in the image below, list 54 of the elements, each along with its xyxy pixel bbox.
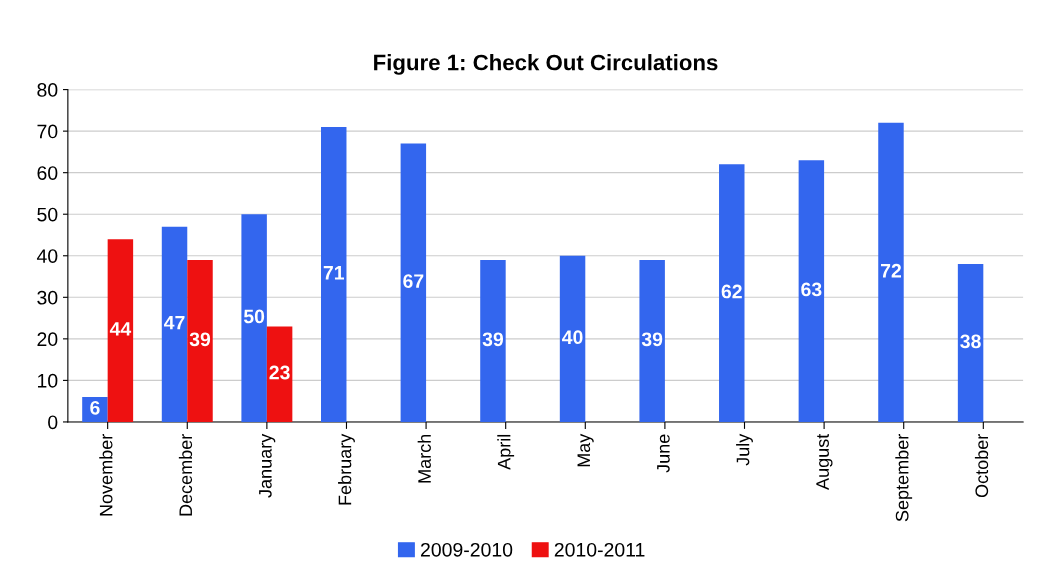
x-tick-label: December xyxy=(178,434,193,516)
bar xyxy=(559,255,586,422)
y-tick-label: 80 xyxy=(37,83,58,97)
x-tick-label: November xyxy=(99,434,113,516)
x-tick-label: February xyxy=(338,433,355,505)
y-tick-label: 40 xyxy=(36,249,58,263)
bar xyxy=(82,397,108,422)
bar xyxy=(480,259,506,422)
x-tick-label: August xyxy=(816,433,833,490)
data-label: 63 xyxy=(801,282,822,297)
bar xyxy=(241,214,267,422)
data-label: 38 xyxy=(960,334,981,349)
bar xyxy=(639,259,665,422)
y-tick-label: 60 xyxy=(37,166,58,180)
bar xyxy=(400,143,427,422)
x-tick-label: April xyxy=(497,434,515,470)
bar xyxy=(107,239,134,422)
data-label: 23 xyxy=(269,365,290,380)
bar xyxy=(161,226,188,422)
y-tick-label: 70 xyxy=(37,124,58,139)
data-label: 39 xyxy=(641,332,663,347)
y-tick-label: 10 xyxy=(37,373,58,388)
data-label: 67 xyxy=(403,274,424,288)
data-label: 39 xyxy=(482,332,504,347)
bar xyxy=(878,122,904,422)
y-tick-label: 0 xyxy=(48,415,58,430)
data-label: 40 xyxy=(562,330,583,345)
data-label: 39 xyxy=(189,332,211,347)
bar xyxy=(719,164,745,422)
x-tick-label: October xyxy=(974,434,989,498)
bar xyxy=(957,264,984,422)
bar xyxy=(266,326,293,422)
x-tick-label: June xyxy=(657,434,670,473)
data-label: 62 xyxy=(721,284,742,299)
data-label: 6 xyxy=(90,400,100,415)
y-tick-label: 20 xyxy=(37,332,58,347)
y-tick-label: 30 xyxy=(37,290,58,305)
x-tick-label: May xyxy=(577,433,594,467)
data-label: 50 xyxy=(243,309,265,324)
chart-title: Figure 1: Check Out Circulations xyxy=(374,54,718,75)
data-label: 47 xyxy=(164,315,185,330)
y-tick-label: 50 xyxy=(37,207,58,222)
x-tick-label: January xyxy=(259,433,276,498)
x-tick-label: March xyxy=(417,434,431,483)
data-label: 71 xyxy=(323,266,345,280)
data-label: 72 xyxy=(881,263,902,278)
bar xyxy=(798,160,825,422)
data-label: 44 xyxy=(109,322,132,336)
legend-label: 2009-2010 xyxy=(421,542,513,557)
x-tick-label: July xyxy=(736,433,753,466)
bar xyxy=(187,259,213,422)
bar xyxy=(321,126,347,422)
x-tick-label: September xyxy=(895,434,913,522)
legend-label: 2010-2011 xyxy=(554,542,645,557)
